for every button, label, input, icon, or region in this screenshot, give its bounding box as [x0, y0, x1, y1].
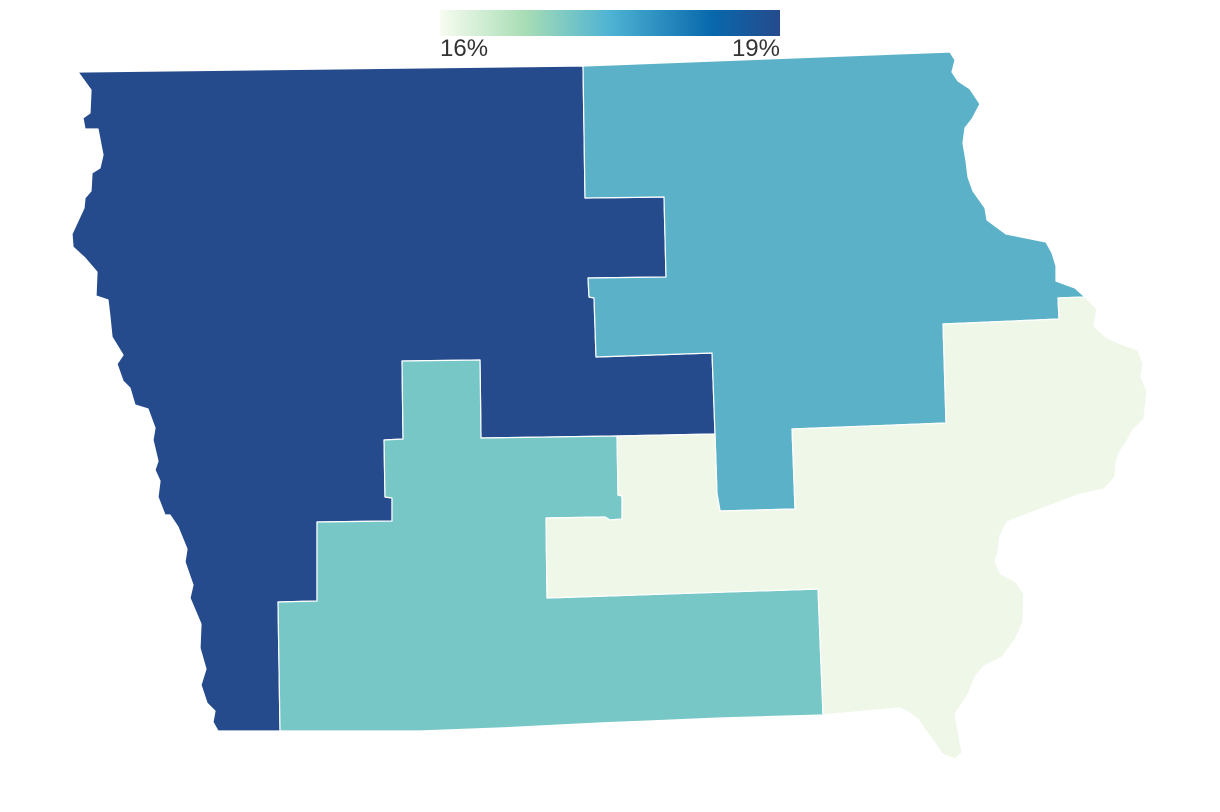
- legend-min-label: 16%: [440, 35, 488, 62]
- legend-max-label: 19%: [732, 35, 780, 62]
- color-legend: 16% 19%: [438, 10, 782, 64]
- map-regions: [71, 51, 1148, 760]
- region-district-2[interactable]: [545, 296, 1148, 760]
- region-district-1[interactable]: [582, 51, 1086, 512]
- legend-gradient-bar: [440, 10, 780, 36]
